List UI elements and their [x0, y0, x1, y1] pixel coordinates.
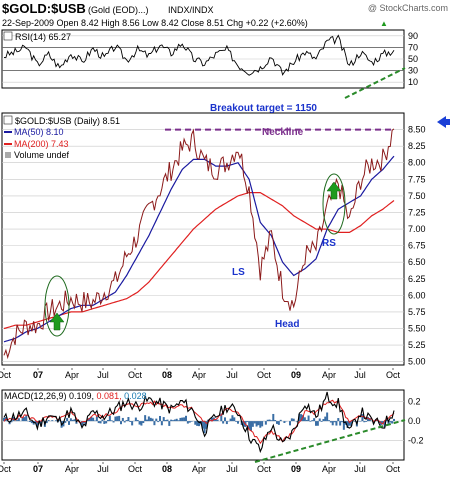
x-tick-label: 07 — [33, 464, 43, 474]
price-tick-label: 8.25 — [408, 141, 426, 151]
price-tick-label: 5.75 — [408, 307, 426, 317]
rs-annotation: RS — [322, 238, 336, 249]
x-tick-label: Oct — [0, 370, 11, 380]
price-tick-label: 6.00 — [408, 290, 426, 300]
price-y-axis: 8.50 8.25 8.00 7.75 7.50 7.25 7.00 6.75 6.50 6.25… — [408, 125, 426, 367]
macd-line — [3, 391, 395, 454]
x-tick-label: Jul — [97, 464, 109, 474]
price-label: $GOLD:$USB (Daily) 8.51 — [15, 116, 120, 126]
price-legend-swatch — [3, 115, 13, 125]
macd-tick-label: -0.2 — [408, 436, 424, 446]
volume-label: Volume undef — [14, 150, 70, 160]
x-tick-label: Jul — [97, 370, 109, 380]
rsi-grid — [2, 35, 404, 83]
head-annotation: Head — [275, 319, 299, 330]
macd-tick-label: 0.0 — [408, 416, 421, 426]
price-tick-label: 7.00 — [408, 224, 426, 234]
macd-label: MACD(12,26,9) 0.109, 0.081, 0.028 — [4, 391, 147, 401]
x-tick-label: Jul — [354, 370, 366, 380]
rsi-tick-label: 70 — [408, 42, 418, 52]
price-tick-label: 6.75 — [408, 241, 426, 251]
x-tick-label: Oct — [386, 464, 401, 474]
x-tick-label: 07 — [33, 370, 43, 380]
x-tick-label: Oct — [257, 370, 272, 380]
pointer-arrow-tail — [446, 119, 450, 125]
price-tick-label: 8.50 — [408, 125, 426, 135]
macd-tick-label: 0.2 — [408, 397, 421, 407]
oval-2009 — [322, 173, 346, 235]
price-tick-label: 5.00 — [408, 357, 426, 367]
volume-legend-swatch — [5, 152, 11, 158]
x-tick-label: Apr — [322, 370, 336, 380]
up-arrow-icon — [326, 181, 342, 200]
price-tick-label: 8.00 — [408, 158, 426, 168]
x-tick-label: Apr — [65, 370, 79, 380]
symbol-name: (Gold (EOD)...) — [88, 5, 149, 15]
x-tick-label: Oct — [257, 464, 272, 474]
watermark: @ StockCharts.com — [368, 3, 448, 13]
macd-y-axis: 0.2 0.0 -0.2 — [408, 397, 424, 446]
price-tick-label: 7.25 — [408, 207, 426, 217]
rsi-tick-label: 50 — [408, 54, 418, 64]
x-tick-label: Apr — [322, 464, 336, 474]
rsi-line — [3, 34, 395, 76]
symbol-title: $GOLD:$USB — [2, 1, 86, 16]
up-triangle-icon: ▲ — [380, 19, 388, 28]
x-tick-label: 08 — [162, 370, 172, 380]
rsi-tick-label: 90 — [408, 31, 418, 41]
price-tick-label: 6.50 — [408, 257, 426, 267]
price-tick-label: 5.25 — [408, 340, 426, 350]
oval-2007 — [44, 275, 70, 337]
x-tick-label: Oct — [386, 370, 401, 380]
x-tick-label: Oct — [0, 464, 11, 474]
rsi-trendline — [344, 67, 406, 99]
x-tick-label: Apr — [192, 464, 206, 474]
x-tick-label: Oct — [128, 464, 143, 474]
neckline-annotation: Neckline — [262, 127, 304, 138]
rsi-label: RSI(14) 65.27 — [15, 32, 71, 42]
x-tick-label: Oct — [128, 370, 143, 380]
x-tick-label: 09 — [291, 464, 301, 474]
breakout-annotation: Breakout target = 1150 — [210, 103, 317, 114]
ma200-label: MA(200) 7.43 — [14, 139, 69, 149]
quote-line: 22-Sep-2009 Open 8.42 High 8.56 Low 8.42… — [2, 18, 308, 28]
x-tick-label: Apr — [192, 370, 206, 380]
rsi-legend-swatch — [3, 31, 13, 41]
x-tick-label: 08 — [162, 464, 172, 474]
x-axis-bottom: Oct 07 Apr Jul Oct 08 Apr Jul Oct 09 Apr Jul Oct — [0, 462, 400, 474]
x-axis-mid: Oct 07 Apr Jul Oct 08 Apr Jul Oct 09 Apr Jul Oct — [0, 368, 400, 380]
rsi-tick-label: 30 — [408, 66, 418, 76]
macd-signal-line — [3, 399, 395, 445]
x-tick-label: Apr — [65, 464, 79, 474]
price-tick-label: 7.50 — [408, 191, 426, 201]
symbol-exchange: INDX/INDX — [168, 5, 214, 15]
ma50-label: MA(50) 8.10 — [14, 127, 64, 137]
price-tick-label: 6.25 — [408, 274, 426, 284]
macd-trendline — [254, 419, 406, 463]
ls-annotation: LS — [232, 267, 245, 278]
x-tick-label: 09 — [291, 370, 301, 380]
price-tick-label: 7.75 — [408, 174, 426, 184]
x-tick-label: Jul — [354, 464, 366, 474]
up-arrow-icon — [49, 312, 65, 331]
x-tick-label: Jul — [226, 370, 238, 380]
rsi-tick-label: 10 — [408, 77, 418, 87]
x-tick-label: Jul — [226, 464, 238, 474]
pointer-arrow-icon — [437, 116, 446, 128]
price-tick-label: 5.50 — [408, 324, 426, 334]
